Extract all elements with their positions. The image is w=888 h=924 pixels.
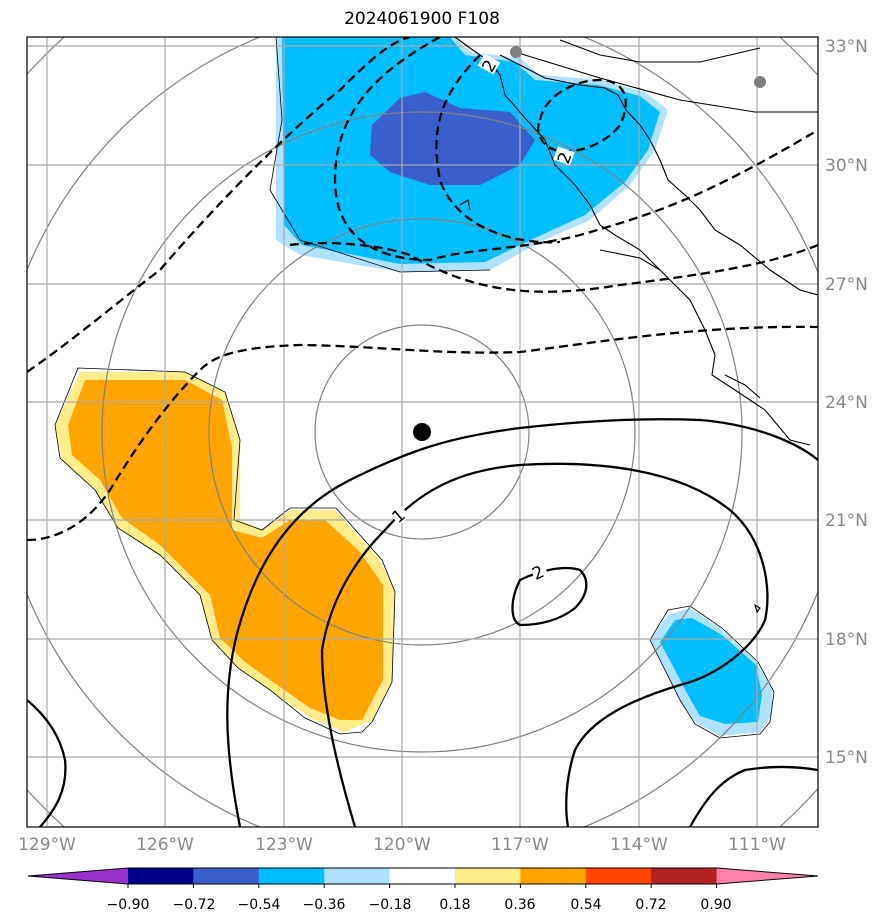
colorbar-tick: 0.90 [700,897,731,913]
colorbar-segment [651,868,718,884]
lon-label: 126°W [136,835,194,855]
colorbar-segment [585,868,652,884]
colorbar-extend-low [28,868,128,884]
map-title: 2024061900 F108 [344,9,500,29]
lon-label: 123°W [255,835,313,855]
colorbar-tick: 0.18 [439,897,470,913]
colorbar-segment [128,868,194,884]
lon-label: 114°W [610,835,668,855]
colorbar-segment [258,868,325,884]
negative-anomaly-north [269,37,668,273]
positive-anomaly [54,367,396,735]
lat-label: 15°N [825,748,868,768]
lon-label: 111°W [728,835,786,855]
colorbar-segment [520,868,587,884]
lat-label: 33°N [825,37,868,57]
colorbar-segment [324,868,391,884]
map-frame [26,36,819,828]
colorbar-tick-labels: −0.90 −0.72 −0.54 −0.36 −0.18 0.18 0.36 … [107,897,732,913]
lat-label: 18°N [825,630,868,650]
colorbar-extend-high [716,868,818,884]
colorbar-tick: −0.90 [107,897,150,913]
lon-label: 120°W [373,835,431,855]
colorbar-segment [193,868,260,884]
storm-center-marker [413,423,431,441]
colorbar-tick: −0.36 [303,897,346,913]
lat-label: 24°N [825,393,868,413]
longitude-labels: 129°W 126°W 123°W 120°W 117°W 114°W 111°… [18,835,786,855]
coastline [454,37,818,614]
station-markers [510,46,766,88]
colorbar [27,867,819,888]
colorbar-segment [389,868,456,884]
colorbar-tick: 0.72 [635,897,666,913]
colorbar-tick: 0.54 [570,897,601,913]
colorbar-tick: −0.18 [369,897,412,913]
colorbar-tick: 0.36 [504,897,535,913]
colorbar-segment [455,868,521,884]
lat-label: 30°N [825,156,868,176]
dashed-contours [27,37,818,542]
lon-label: 117°W [491,835,549,855]
lat-lon-grid [27,37,818,827]
colorbar-tick: −0.72 [173,897,216,913]
colorbar-tick: −0.54 [238,897,281,913]
latitude-labels: 33°N 30°N 27°N 24°N 21°N 18°N 15°N [825,37,868,768]
lon-label: 129°W [18,835,76,855]
lat-label: 27°N [825,275,868,295]
solid-contours [27,418,818,827]
lat-label: 21°N [825,511,868,531]
